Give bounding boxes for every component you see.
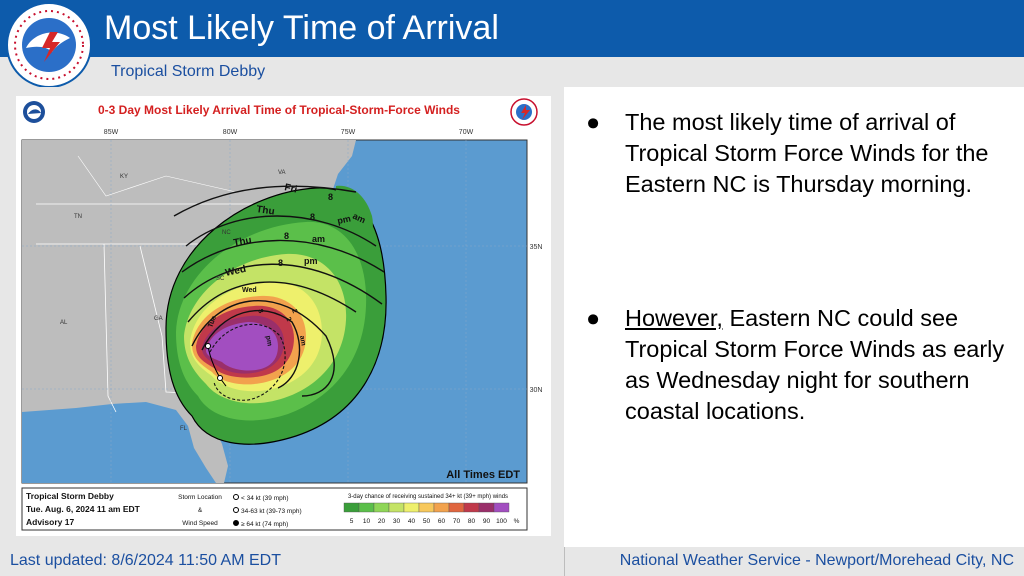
storm-filled-icon xyxy=(233,520,239,526)
contour-label: 2 xyxy=(284,316,292,322)
legend-chance-label: 3-day chance of receiving sustained 34+ … xyxy=(348,494,508,500)
legend-storm-name: Tropical Storm Debby xyxy=(26,491,114,501)
bullet-lead: However, xyxy=(625,305,723,331)
scale-swatch xyxy=(418,502,435,513)
legend-advisory: Advisory 17 xyxy=(26,517,74,527)
state-label-tn: TN xyxy=(74,214,82,220)
scale-label: 30 xyxy=(393,518,401,525)
contour-label: Wed xyxy=(242,287,257,294)
contour-label: 8 xyxy=(278,258,283,268)
storm-track-icon xyxy=(205,343,227,387)
scale-label: 100 xyxy=(496,518,507,525)
contour-label: Thu xyxy=(256,204,276,217)
storm-symbol-icon xyxy=(233,507,239,513)
contour-label: 2 xyxy=(290,308,298,314)
legend-wind-speed: Wind Speed xyxy=(182,520,218,527)
contour-label: am xyxy=(312,234,325,244)
legend-issued: Tue. Aug. 6, 2024 11 am EDT xyxy=(26,504,141,514)
scale-label: 50 xyxy=(423,518,431,525)
subtitle-bar xyxy=(0,57,1024,87)
scale-label: 80 xyxy=(468,518,476,525)
scale-label: 20 xyxy=(378,518,386,525)
scale-swatch xyxy=(343,502,360,513)
slide-subtitle: Tropical Storm Debby xyxy=(111,63,266,80)
scale-label: 5 xyxy=(350,518,354,525)
contour-label: am xyxy=(298,335,307,346)
footer-bar xyxy=(0,547,1024,576)
contour-label: pm xyxy=(304,256,318,266)
map-title: 0-3 Day Most Likely Arrival Time of Trop… xyxy=(98,103,460,117)
contour-label: 8 xyxy=(328,192,333,202)
state-label-ga: GA xyxy=(154,316,163,322)
contour-label: Wed xyxy=(224,264,247,279)
scale-swatch xyxy=(433,502,450,513)
lon-label-85w: 85W xyxy=(104,129,119,136)
contour-label: 8 xyxy=(256,308,264,314)
contour-label: 8 xyxy=(284,231,289,241)
scale-label: % xyxy=(514,518,520,525)
scale-swatch xyxy=(403,502,420,513)
nws-small-logo-icon xyxy=(510,98,538,126)
scale-swatch xyxy=(448,502,465,513)
header-bar xyxy=(0,0,1024,57)
footer-divider xyxy=(564,547,565,576)
contour-label: 8 xyxy=(310,212,315,222)
legend-storm-location: Storm Location xyxy=(178,494,222,501)
contour-label: Tue xyxy=(207,315,218,329)
contour-label: pm xyxy=(336,213,351,226)
scale-swatch xyxy=(478,502,495,513)
office-name: National Weather Service - Newport/Moreh… xyxy=(619,552,1014,569)
last-updated: Last updated: 8/6/2024 11:50 AM EDT xyxy=(10,552,281,569)
arrival-time-map: 0-3 Day Most Likely Arrival Time of Trop… xyxy=(16,96,551,536)
lat-label-35n: 35N xyxy=(530,244,543,251)
lon-label-70w: 70W xyxy=(459,129,474,136)
scale-swatch xyxy=(358,502,375,513)
lat-label-30n: 30N xyxy=(530,387,543,394)
scale-swatch xyxy=(463,502,480,513)
legend-amp: & xyxy=(198,507,203,514)
slide-title: Most Likely Time of Arrival xyxy=(104,9,499,47)
scale-swatch xyxy=(373,502,390,513)
lon-label-75w: 75W xyxy=(341,129,356,136)
probability-scale xyxy=(343,502,510,513)
noaa-logo-icon xyxy=(23,101,45,123)
state-label-sc: SC xyxy=(216,276,225,282)
bullet-dot-icon: ● xyxy=(586,305,601,331)
state-label-fl: FL xyxy=(180,426,188,432)
scale-swatch xyxy=(388,502,405,513)
scale-label: 70 xyxy=(453,518,461,525)
state-label-nc: NC xyxy=(222,230,231,236)
legend-wind-entry: 34-63 kt (39-73 mph) xyxy=(241,508,302,515)
scale-label: 40 xyxy=(408,518,416,525)
state-label-ky: KY xyxy=(120,174,128,180)
contour-label: Thu xyxy=(233,235,253,249)
contour-label: pm xyxy=(264,335,273,347)
legend-wind-entry: < 34 kt (39 mph) xyxy=(241,495,289,502)
state-label-va: VA xyxy=(278,170,286,176)
scale-label: 90 xyxy=(483,518,491,525)
times-note: All Times EDT xyxy=(446,469,520,481)
circle-open-icon xyxy=(233,494,239,500)
state-label-al: AL xyxy=(60,320,68,326)
contour-label: am xyxy=(351,211,367,226)
scale-swatch xyxy=(493,502,510,513)
bullet-dot-icon: ● xyxy=(586,109,601,135)
bullet-text: However, Eastern NC could see Tropical S… xyxy=(625,305,1005,424)
scale-label: 10 xyxy=(363,518,371,525)
legend-wind-entry: ≥ 64 kt (74 mph) xyxy=(241,521,288,528)
scale-label: 60 xyxy=(438,518,446,525)
nws-logo xyxy=(6,2,92,88)
bullet-text: The most likely time of arrival of Tropi… xyxy=(625,109,989,197)
contour-label: Fri xyxy=(283,182,298,195)
lon-label-80w: 80W xyxy=(223,129,238,136)
text-panel xyxy=(564,87,1024,547)
